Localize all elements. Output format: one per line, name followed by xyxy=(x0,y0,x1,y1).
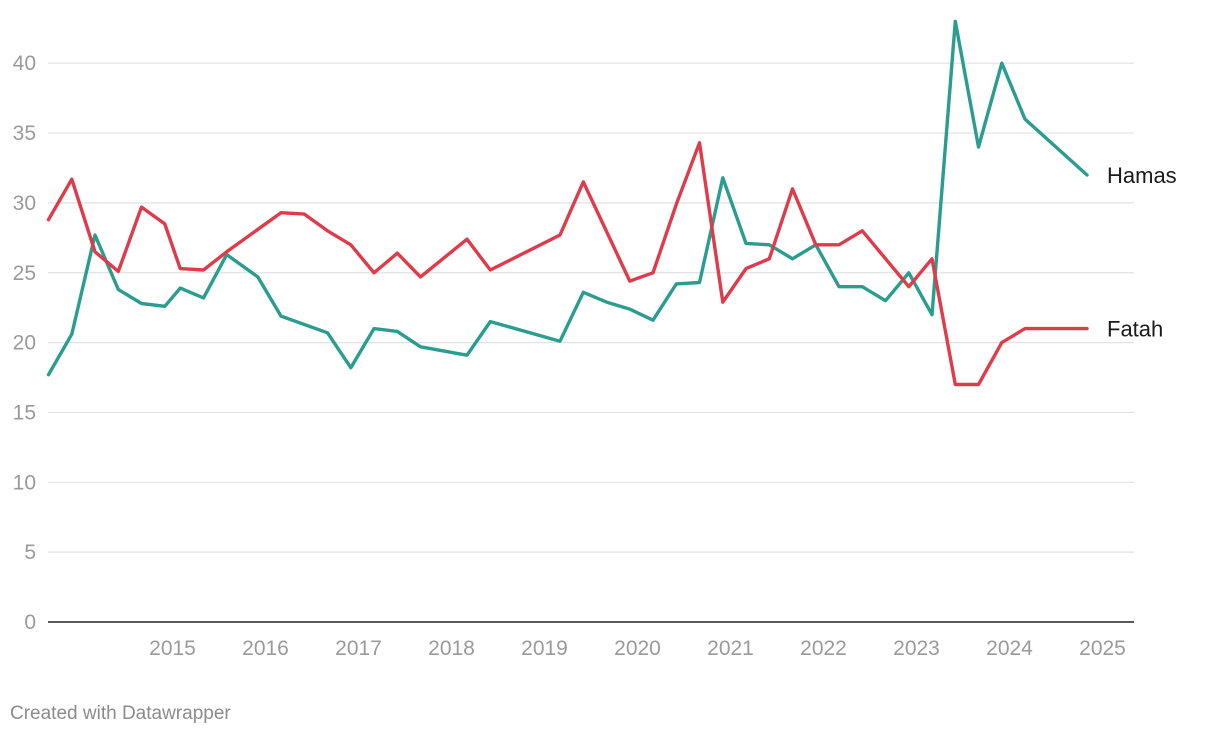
series-line-fatah xyxy=(46,141,1089,387)
y-tick-label-5: 5 xyxy=(24,541,36,564)
x-tick-label-2018: 2018 xyxy=(428,637,475,660)
y-tick-label-25: 25 xyxy=(13,262,36,285)
x-tick-label-2017: 2017 xyxy=(335,637,382,660)
x-tick-label-2021: 2021 xyxy=(707,637,754,660)
y-axis-tick-labels: 0 5 10 15 20 25 30 35 40 xyxy=(13,52,36,634)
series-lines xyxy=(46,19,1089,387)
x-tick-label-2015: 2015 xyxy=(149,637,196,660)
x-tick-label-2023: 2023 xyxy=(893,637,940,660)
x-tick-label-2020: 2020 xyxy=(614,637,661,660)
footer-credit: Created with Datawrapper xyxy=(10,703,231,724)
series-line-hamas xyxy=(46,19,1089,377)
x-tick-label-2025: 2025 xyxy=(1079,637,1126,660)
y-tick-label-0: 0 xyxy=(24,611,36,634)
x-tick-label-2016: 2016 xyxy=(242,637,289,660)
y-tick-label-15: 15 xyxy=(13,401,36,424)
x-tick-label-2022: 2022 xyxy=(800,637,847,660)
y-tick-label-35: 35 xyxy=(13,122,36,145)
x-tick-label-2024: 2024 xyxy=(986,637,1033,660)
y-gridlines xyxy=(48,62,1134,623)
y-tick-label-40: 40 xyxy=(13,52,36,75)
y-tick-label-30: 30 xyxy=(13,192,36,215)
series-direct-labels: Hamas Fatah xyxy=(1107,163,1177,342)
series-label-hamas: Hamas xyxy=(1107,163,1177,188)
y-tick-label-10: 10 xyxy=(13,471,36,494)
y-tick-label-20: 20 xyxy=(13,332,36,355)
x-axis-tick-labels: 2015 2016 2017 2018 2019 2020 2021 2022 2023 2024… xyxy=(149,637,1126,660)
x-tick-label-2019: 2019 xyxy=(521,637,568,660)
series-label-fatah: Fatah xyxy=(1107,317,1163,342)
